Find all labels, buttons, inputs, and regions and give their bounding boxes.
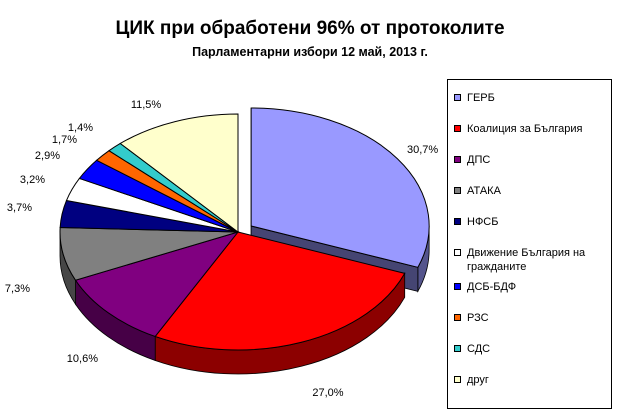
chart-title: ЦИК при обработени 96% от протоколите [115, 18, 505, 39]
data-label-4: 3,7% [7, 202, 32, 214]
legend-label-0: ГЕРБ [467, 92, 495, 104]
data-label-8: 1,4% [68, 122, 93, 134]
legend-swatch-6 [454, 283, 461, 290]
pie-slice-9 [119, 113, 239, 234]
pie-slice-1 [154, 231, 406, 351]
data-label-9: 11,5% [131, 99, 162, 111]
legend-label-9: друг [467, 374, 489, 386]
pie-slice-0 [250, 107, 430, 268]
legend-label-1: Коалиция за България [467, 123, 583, 135]
legend-swatch-0 [454, 94, 461, 101]
legend-label-5: Движение България на гражданите [467, 247, 586, 273]
data-label-7: 1,7% [52, 134, 77, 146]
data-label-5: 3,2% [20, 174, 45, 186]
legend-swatch-7 [454, 314, 461, 321]
data-label-2: 10,6% [67, 353, 98, 365]
legend-swatch-1 [454, 125, 461, 132]
legend-swatch-5 [454, 249, 461, 256]
chart-legend: ГЕРБ Коалиция за България ДПС АТАКА НФСБ Движ… [447, 79, 612, 409]
legend-swatch-3 [454, 187, 461, 194]
legend-swatch-9 [454, 376, 461, 383]
legend-label-6: ДСБ-БДФ [467, 281, 517, 293]
legend-label-7: РЗС [467, 312, 489, 324]
legend-swatch-4 [454, 218, 461, 225]
data-label-1: 27,0% [312, 387, 343, 399]
legend-label-2: ДПС [467, 154, 491, 166]
pie-slice-2 [74, 231, 240, 338]
legend-label-4: НФСБ [467, 216, 499, 228]
pie-tops [59, 107, 430, 351]
data-label-6: 2,9% [35, 150, 60, 162]
data-label-3: 7,3% [5, 283, 30, 295]
chart-subtitle: Парламентарни избори 12 май, 2013 г. [192, 45, 428, 59]
legend-label-8: СДС [467, 343, 491, 355]
legend-swatch-8 [454, 345, 461, 352]
data-label-0: 30,7% [407, 144, 438, 156]
legend-label-3: АТАКА [467, 185, 501, 197]
legend-swatch-2 [454, 156, 461, 163]
